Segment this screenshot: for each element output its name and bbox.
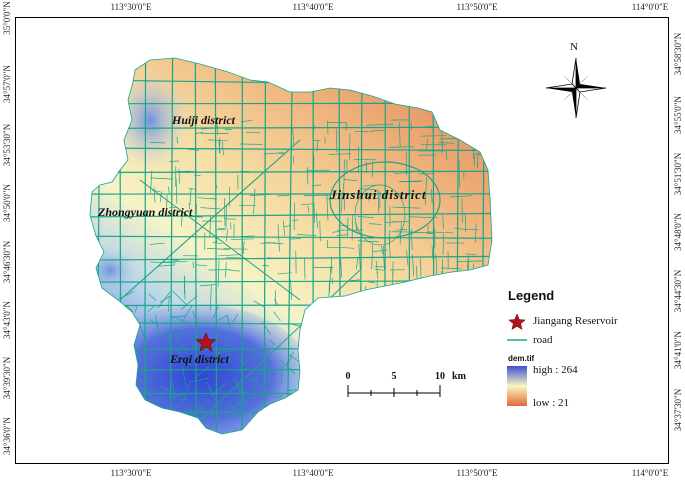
jiangang-reservoir-marker: [195, 332, 217, 352]
top-tick-label: 113°40'0"E: [292, 2, 334, 12]
scale-label-5: 5: [391, 371, 397, 382]
zhongyuan-district-label: Zhongyuan district: [98, 205, 193, 219]
erqi-district-label: Erqi district: [170, 352, 230, 366]
legend-road-label: road: [533, 334, 553, 346]
bottom-tick-label: 114°0'0"E: [631, 468, 669, 478]
scale-label-0: 0: [345, 371, 351, 382]
bottom-tick-label: 113°40'0"E: [292, 468, 334, 478]
legend-title: Legend: [508, 288, 555, 303]
dem-raster: [90, 58, 492, 434]
legend-star-icon: [508, 313, 526, 331]
north-label: N: [570, 41, 578, 53]
city-boundary: [89, 57, 493, 435]
legend-dem-ramp: [507, 366, 527, 406]
legend-high-label: high : 264: [533, 364, 578, 376]
top-tick-label: 114°0'0"E: [631, 2, 669, 12]
scale-label-10: 10: [435, 371, 445, 382]
legend-low-label: low : 21: [533, 397, 570, 409]
legend-dem-title: dem.tif: [508, 354, 535, 363]
scale-bar: [347, 385, 441, 397]
legend-reservoir-label: Jiangang Reservoir: [533, 315, 618, 327]
bottom-tick-label: 113°50'0"E: [456, 468, 498, 478]
top-tick-label: 113°30'0"E: [110, 2, 152, 12]
north-arrow-icon: [545, 57, 607, 119]
bottom-tick-label: 113°30'0"E: [110, 468, 152, 478]
huiji-district-label: Huiji district: [172, 113, 236, 127]
top-tick-label: 113°50'0"E: [456, 2, 498, 12]
jinshui-district-label: Jinshui district: [330, 187, 427, 202]
scale-unit: km: [452, 371, 466, 382]
